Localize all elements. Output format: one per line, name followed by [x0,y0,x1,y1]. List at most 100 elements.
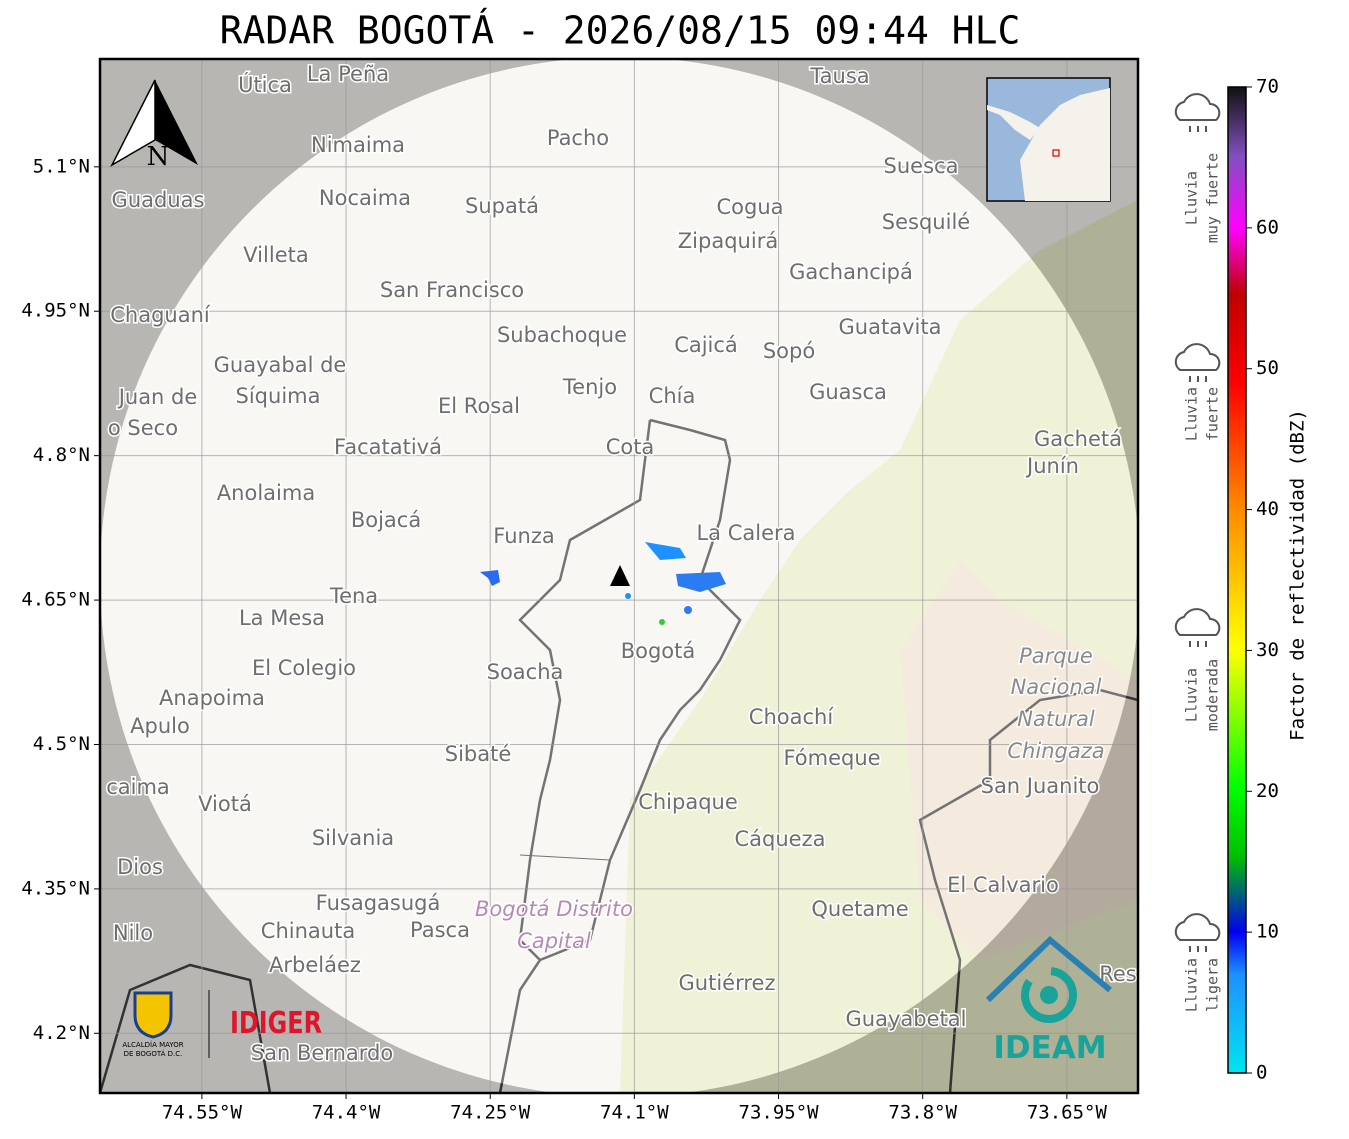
place-label: Funza [493,524,554,548]
y-tick-label: 4.35°N [21,877,90,899]
intensity-label: moderada [1204,659,1222,731]
place-label: Suesca [884,154,959,178]
place-label: Cáqueza [735,827,826,851]
echo [676,572,726,592]
place-label: Útica [238,72,292,97]
place-label: La Calera [696,521,795,545]
place-label: Guaduas [112,188,205,212]
park-area [900,560,1138,960]
bogota-boundary [498,418,742,1093]
place-label: Zipaquirá [678,229,778,253]
place-label: Sesquilé [882,210,970,234]
place-label: Bojacá [351,508,421,532]
radar-site [610,565,630,586]
x-tick-label: 74.1°W [600,1102,669,1124]
place-label: Chaguaní [110,303,211,327]
colorbar-tick-label: 30 [1256,639,1279,661]
colorbar-tick-label: 50 [1256,357,1279,379]
swirl [1021,967,1077,1023]
echo [480,570,500,586]
shield [133,991,173,1039]
colorbar: Factor de reflectividad (dBZ) 0 10 20 30 40 5… [1227,76,1309,1084]
y-tick-label: 4.95°N [21,300,90,322]
north-arrow: N [110,79,198,172]
roof [985,935,1112,1003]
place-label: Gachetá [1034,427,1122,451]
logo-bogota: ALCALDÍA MAYOR DE BOGOTÁ D.C. IDIGER [122,990,322,1058]
colorbar-tick-label: 40 [1256,498,1279,520]
echo [645,542,686,560]
intensity-label: fuerte [1204,387,1222,441]
inset-land [1020,88,1110,201]
place-label: Soacha [487,660,564,684]
echo [684,606,692,614]
place-label: El Colegio [252,656,356,680]
echo [659,619,665,625]
cloud-icon [1174,343,1221,371]
place-label: Gutiérrez [679,971,776,995]
inset-map [986,77,1111,202]
place-label: caima [106,775,170,799]
logo-ideam: IDEAM [993,1030,1106,1066]
place-label: Anapoima [159,686,265,710]
intensity-label: ligera [1204,958,1222,1012]
place-label: Sopó [763,339,815,363]
y-tick-label: 5.1°N [33,155,90,177]
place-label: Sibaté [445,742,512,766]
echo [625,593,631,599]
place-label: Gachancipá [789,260,913,284]
place-label: Síquima [236,384,321,408]
place-label: Cota [606,435,655,459]
rain-drops [1189,946,1207,952]
intensity-label: Lluvia [1183,171,1201,225]
boundary [100,963,272,1093]
colorbar-tick-label: 70 [1256,76,1279,98]
cloud-icon [1174,913,1221,941]
inset-land [987,105,1040,140]
logo-idiger: IDIGER [230,1006,322,1041]
place-label: San Francisco [380,278,524,302]
logo-text: DE BOGOTÁ D.C. [124,1049,183,1058]
place-label: Apulo [130,714,190,738]
place-label: Tausa [809,64,869,88]
place-label: Bogotá Distrito [475,897,633,921]
cloud-icon [1174,93,1221,121]
inset-marker [1052,149,1060,157]
places: La Peña Útica Tausa Pacho Nimaima Guaduas Noca… [105,61,1138,1067]
place-label: Villeta [243,243,308,267]
place-label: Facatativá [334,435,442,459]
place-label: Tenjo [562,375,617,399]
place-label: Fómeque [783,746,880,770]
place-label: Tena [329,584,378,608]
place-label: San Juanito [981,774,1100,798]
place-label: Fusagasugá [316,891,441,915]
y-tick-label: 4.5°N [33,733,90,755]
place-label: San Bernardo [251,1041,393,1065]
place-label: Nacional [1011,675,1102,699]
place-label: Viotá [198,792,252,816]
place-label: Chinauta [261,919,355,943]
place-label: Res [1099,962,1137,986]
colorbar-tick-label: 10 [1256,921,1279,943]
map: La Peña Útica Tausa Pacho Nimaima Guaduas Noca… [100,59,1138,1093]
y-tick-label: 4.8°N [33,444,90,466]
place-label: El Calvario [947,873,1059,897]
x-tick-label: 73.65°W [1027,1102,1108,1124]
title: RADAR BOGOTÁ - 2026/08/15 09:44 HLC [220,9,1021,53]
intensity-label: Lluvia [1183,668,1201,722]
x-tick-label: 73.8°W [888,1102,957,1124]
logo-text: ALCALDÍA MAYOR [122,1040,183,1049]
place-label: Guasca [809,380,887,404]
place-label: Arbeláez [269,953,361,977]
district-lines [519,854,611,861]
place-label: La Mesa [239,606,325,630]
logo-ideam: IDEAM [985,935,1112,1066]
place-label: Parque [1019,644,1093,668]
place-label: Guayabal de [214,353,347,377]
place-label: El Rosal [438,394,520,418]
colorbar-tick-label: 0 [1256,1062,1267,1084]
y-tick-label: 4.65°N [21,589,90,611]
x-tick-label: 74.55°W [162,1102,243,1124]
place-label: Guatavita [839,315,942,339]
